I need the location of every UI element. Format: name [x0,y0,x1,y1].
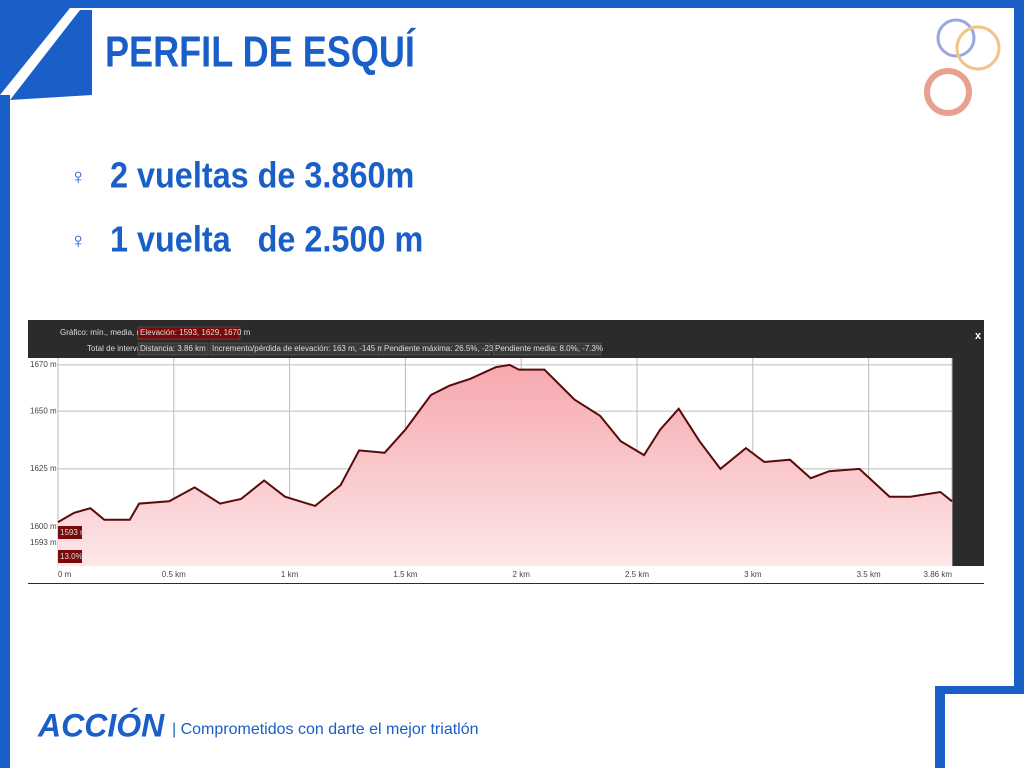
close-button[interactable]: x [975,330,982,342]
y-tick-label: 1600 m [30,522,57,531]
info-text: Distancia: 3.86 km [140,344,206,353]
bullet: 1 vuelta de 2.500 m [110,220,423,260]
slide-title: PERFIL DE ESQUÍ [105,27,417,76]
footer-brand: ACCIÓN [37,707,165,743]
logo-box [945,694,1024,768]
logo-ring [955,25,1001,71]
y-tick-label: 1625 m [30,464,57,473]
frame-left [0,95,10,768]
bullet-icon: ♀ [70,164,87,189]
x-tick-label: 2 km [513,570,531,579]
info-box [137,342,209,356]
x-tick-label: 2.5 km [625,570,649,579]
info-box [492,342,602,356]
cursor-label-box [58,526,82,539]
logo-ring [936,18,976,58]
info-text: Incremento/pérdida de elevación: 163 m, … [212,344,384,353]
footer-tagline: | Comprometidos con darte el mejor triat… [172,721,479,738]
info-text: Pendiente media: 8.0%, -7.3% [495,344,603,353]
bullet-icon: ♀ [70,228,87,253]
cursor-label-box [58,550,82,563]
chart: Gráfico: mín., media, máx.:Elevación: 15… [28,326,984,583]
info-text: Elevación: 1593, 1629, 1670 m [140,328,251,337]
cursor-label: 1593 m [60,528,87,537]
info-text: Total de intervalo: [87,344,150,353]
info-box [381,342,491,356]
x-tick-label: 0 m [58,570,72,579]
frame-corner [10,10,92,100]
info-box [209,342,381,356]
x-tick-label: 3.86 km [924,570,953,579]
elevation-line [57,363,953,523]
y-tick-label: 1670 m [30,360,57,369]
x-tick-label: 1.5 km [393,570,417,579]
cursor-label: 13.0% [60,552,83,561]
info-text: Gráfico: mín., media, máx.: [60,328,156,337]
y-tick-label: 1593 m [30,538,57,547]
x-tick-label: 1 km [281,570,299,579]
bullet: 2 vueltas de 3.860m [110,156,414,196]
x-tick-label: 3.5 km [857,570,881,579]
x-axis-strip [28,566,984,583]
y-axis-strip [28,358,58,568]
info-text: Pendiente máxima: 26.5%, -23.0% [384,344,507,353]
logo-ring [924,68,972,116]
info-box [137,326,241,340]
elevation-area [58,364,952,566]
y-tick-label: 1650 m [30,406,57,415]
x-tick-label: 3 km [744,570,762,579]
frame-right [1014,0,1024,700]
x-tick-label: 0.5 km [162,570,186,579]
